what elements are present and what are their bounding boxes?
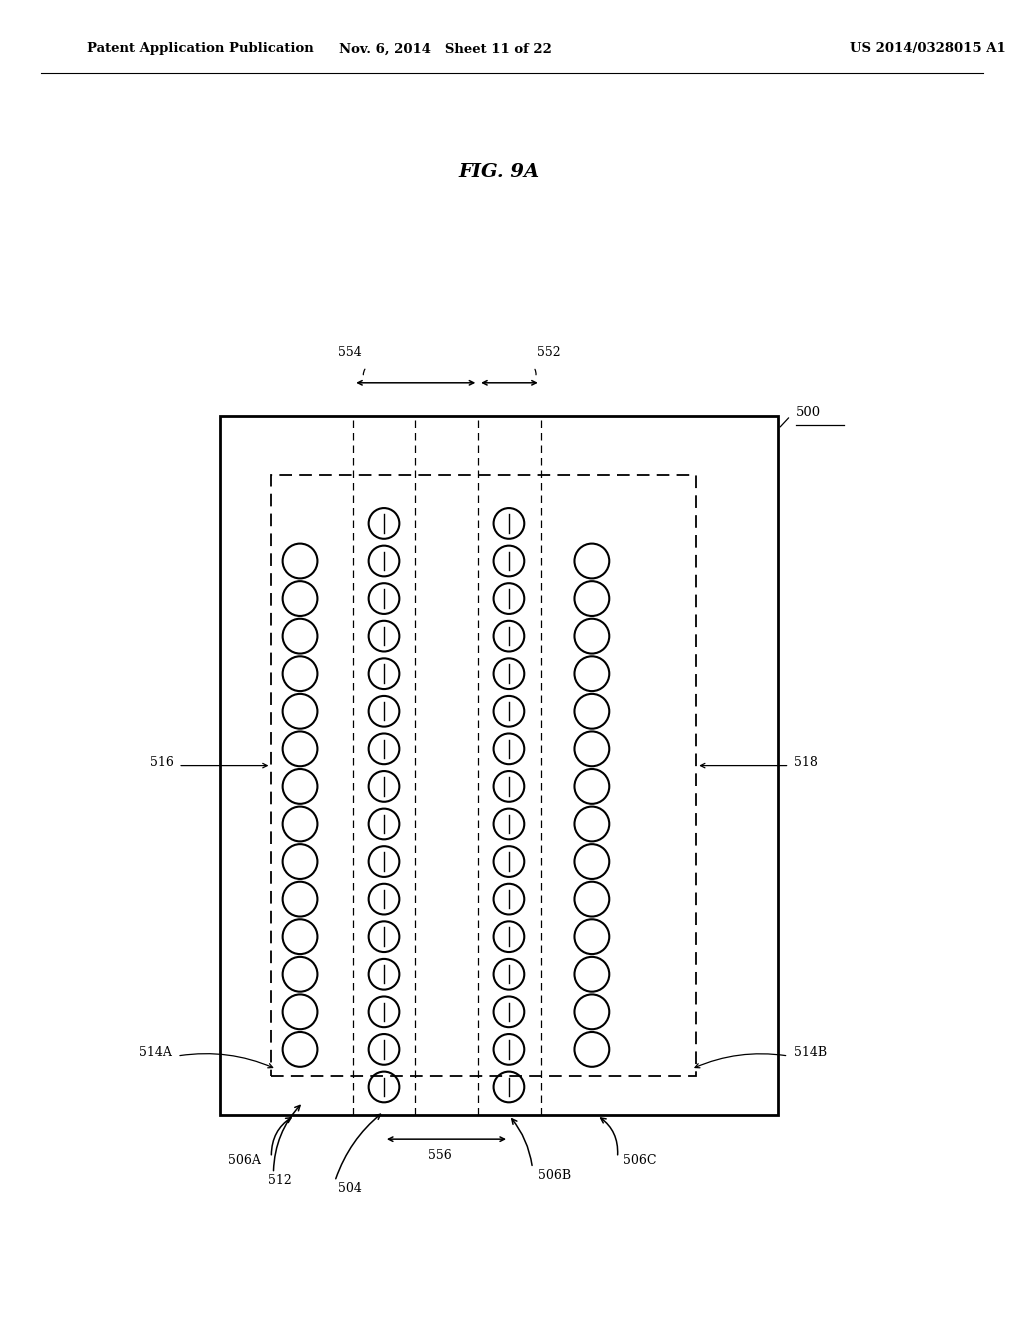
Text: 504: 504 [338, 1181, 361, 1195]
Text: 506A: 506A [228, 1154, 261, 1167]
Text: 512: 512 [268, 1173, 292, 1187]
Text: 556: 556 [428, 1148, 453, 1162]
Text: 518: 518 [794, 755, 817, 768]
Text: 516: 516 [151, 755, 174, 768]
Text: 514B: 514B [794, 1045, 826, 1059]
Text: 506C: 506C [623, 1154, 656, 1167]
Text: 552: 552 [537, 346, 560, 359]
Text: 514A: 514A [139, 1045, 172, 1059]
Text: 500: 500 [796, 405, 821, 418]
Bar [220, 416, 778, 1115]
Text: FIG. 9A: FIG. 9A [458, 162, 540, 181]
Bar [271, 475, 696, 1076]
Text: Nov. 6, 2014   Sheet 11 of 22: Nov. 6, 2014 Sheet 11 of 22 [339, 42, 552, 55]
Text: 506B: 506B [538, 1168, 570, 1181]
Text: US 2014/0328015 A1: US 2014/0328015 A1 [850, 42, 1006, 55]
Text: 554: 554 [338, 346, 361, 359]
Text: Patent Application Publication: Patent Application Publication [87, 42, 313, 55]
